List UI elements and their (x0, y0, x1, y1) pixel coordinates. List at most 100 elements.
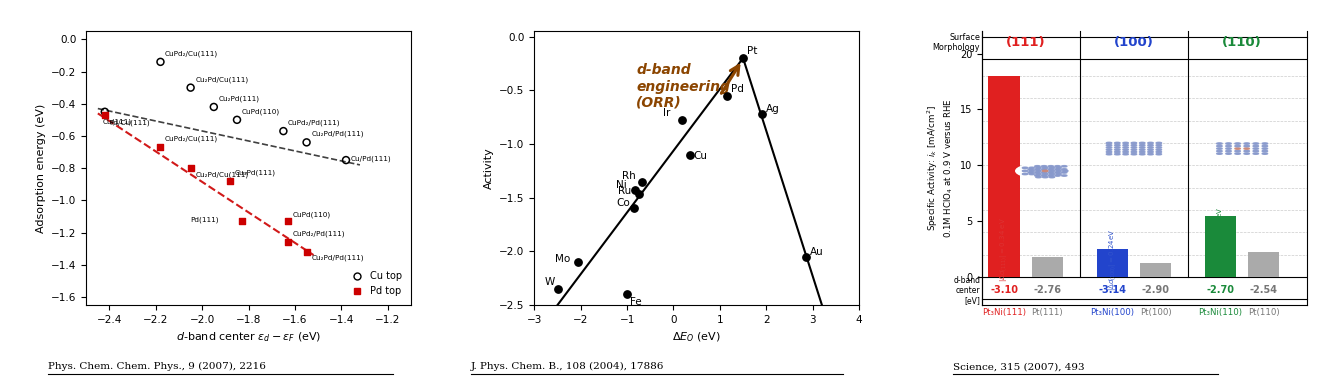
Point (94, 112, 115, 118)
Circle shape (1062, 175, 1067, 176)
Circle shape (1055, 175, 1060, 176)
Circle shape (1217, 148, 1222, 149)
Circle shape (1262, 153, 1267, 154)
Bar (1109, 143, 1158, 154)
Circle shape (1253, 148, 1258, 149)
Circle shape (1035, 175, 1040, 176)
Circle shape (1048, 172, 1054, 173)
Text: Cu₂Pd/Cu(111): Cu₂Pd/Cu(111) (195, 171, 248, 178)
Point (751, 111, 772, 117)
Text: Ir: Ir (664, 108, 670, 118)
Circle shape (1243, 148, 1250, 149)
Point (277, 218, 299, 224)
Circle shape (1022, 173, 1027, 175)
Text: Science, 315 (2007), 493: Science, 315 (2007), 493 (953, 362, 1084, 371)
Circle shape (1022, 167, 1027, 169)
Text: Ni: Ni (616, 180, 626, 190)
Circle shape (1048, 166, 1054, 167)
Text: CuPd(110): CuPd(110) (242, 108, 280, 115)
Point (336, 157, 357, 163)
Circle shape (1043, 176, 1048, 178)
Circle shape (1262, 151, 1267, 152)
Circle shape (1107, 142, 1112, 144)
Circle shape (1055, 166, 1060, 167)
Circle shape (1042, 175, 1047, 176)
Text: CuPd₂/Cu(111): CuPd₂/Cu(111) (165, 50, 218, 57)
Circle shape (1036, 176, 1042, 178)
Circle shape (1115, 149, 1120, 151)
Circle shape (1050, 176, 1055, 178)
Point (717, 93, 738, 99)
Circle shape (1253, 145, 1258, 147)
Circle shape (1140, 153, 1145, 155)
Circle shape (1148, 149, 1153, 151)
Point (231, 218, 252, 224)
Bar (1096, 249, 1128, 277)
Legend: Cu top, Pd top: Cu top, Pd top (344, 267, 406, 300)
Circle shape (1226, 148, 1231, 149)
Bar (1032, 257, 1063, 277)
Point (625, 187, 646, 193)
Text: $|\Delta d_{(110)}|=0.16$eV: $|\Delta d_{(110)}|=0.16$eV (1216, 207, 1226, 269)
Text: -3.14: -3.14 (1099, 285, 1127, 296)
Circle shape (1035, 166, 1040, 167)
Text: Cu₂Pd/Pd(111): Cu₂Pd/Pd(111) (312, 131, 364, 137)
Circle shape (1056, 170, 1062, 172)
Circle shape (1140, 151, 1145, 152)
Circle shape (1055, 169, 1060, 170)
Circle shape (1107, 153, 1112, 155)
Circle shape (1123, 149, 1128, 151)
Y-axis label: Activity: Activity (483, 147, 494, 189)
Circle shape (1036, 173, 1042, 175)
Text: -2.70: -2.70 (1206, 285, 1234, 296)
Circle shape (1131, 151, 1137, 152)
Circle shape (1156, 149, 1161, 151)
Circle shape (1140, 145, 1145, 146)
Point (180, 84, 202, 91)
Circle shape (1140, 142, 1145, 144)
Text: -2.76: -2.76 (1034, 285, 1062, 296)
Bar (1140, 262, 1172, 277)
Point (624, 205, 645, 212)
Circle shape (1107, 147, 1112, 148)
Point (679, 152, 701, 158)
Text: (100): (100) (1113, 36, 1154, 49)
Circle shape (1028, 167, 1035, 169)
Text: (110): (110) (1222, 36, 1262, 49)
Circle shape (1048, 175, 1054, 176)
Circle shape (1243, 153, 1250, 154)
Text: d-band
engineering
(ORR): d-band engineering (ORR) (637, 63, 730, 110)
Y-axis label: Adsorption energy (eV): Adsorption energy (eV) (36, 104, 45, 233)
Text: Cu₂Pd(111): Cu₂Pd(111) (219, 95, 260, 102)
Point (547, 286, 568, 292)
Circle shape (1217, 143, 1222, 144)
Circle shape (1028, 173, 1035, 175)
Text: CuPd₂/Pd(111): CuPd₂/Pd(111) (288, 120, 341, 126)
Circle shape (1226, 143, 1231, 144)
Circle shape (1131, 147, 1137, 148)
Text: Cu: Cu (694, 151, 707, 161)
Circle shape (1148, 151, 1153, 152)
Circle shape (1156, 142, 1161, 144)
Point (671, 117, 693, 124)
Circle shape (1115, 151, 1120, 152)
Circle shape (1056, 173, 1062, 175)
Point (296, 139, 317, 145)
Text: Cu/Pd(111): Cu/Pd(111) (350, 155, 391, 161)
Text: Cu₂Pd/Pd(111): Cu₂Pd/Pd(111) (312, 255, 364, 262)
Circle shape (1235, 143, 1241, 144)
Text: Rh: Rh (622, 171, 636, 181)
Circle shape (1253, 151, 1258, 152)
Text: Fe: Fe (630, 297, 642, 307)
Circle shape (1048, 169, 1054, 170)
Circle shape (1148, 147, 1153, 148)
Point (632, 178, 653, 185)
Circle shape (1226, 151, 1231, 152)
Circle shape (1123, 147, 1128, 148)
Circle shape (1028, 170, 1035, 172)
Circle shape (1226, 153, 1231, 154)
Circle shape (1107, 149, 1112, 151)
Circle shape (1156, 153, 1161, 155)
Text: Pd: Pd (731, 84, 743, 95)
Circle shape (1028, 172, 1034, 173)
